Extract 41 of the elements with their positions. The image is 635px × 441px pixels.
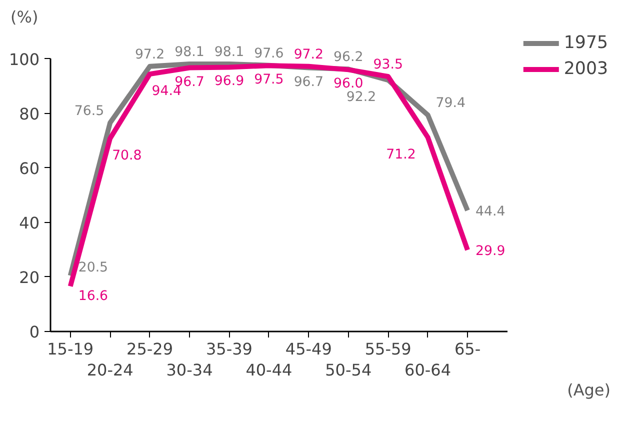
data-label: 79.4: [436, 96, 466, 111]
data-label: 96.0: [334, 76, 364, 92]
y-tick-label: 40: [19, 213, 40, 232]
x-tick-label: 20-24: [86, 360, 134, 380]
data-label: 20.5: [78, 260, 108, 276]
x-tick-label: 65-: [454, 340, 481, 358]
data-label: 97.2: [294, 47, 324, 62]
x-tick-label: 45-49: [285, 340, 332, 358]
data-label: 96.9: [214, 74, 244, 90]
data-label: 71.2: [386, 147, 416, 162]
x-tick-label: 50-54: [325, 360, 372, 380]
data-label: 29.9: [476, 244, 506, 259]
data-label: 16.6: [78, 289, 108, 304]
x-tick-label: 15-19: [47, 340, 94, 358]
x-tick-label: 40-44: [246, 360, 292, 380]
data-label: 44.4: [476, 204, 506, 220]
x-tick-label: 25-29: [126, 340, 174, 358]
data-label: 93.5: [373, 58, 403, 72]
legend-label: 1975: [564, 33, 608, 53]
legend-label: 2003: [564, 59, 608, 79]
x-axis-title: (Age): [567, 380, 611, 400]
y-tick-label: 100: [8, 50, 40, 69]
y-axis-title: (%): [10, 8, 38, 26]
data-label: 96.7: [294, 74, 324, 90]
data-label: 97.6: [254, 46, 284, 62]
y-tick-label: 80: [19, 104, 40, 124]
data-label: 76.5: [74, 104, 104, 119]
data-label: 92.2: [346, 90, 376, 106]
y-tick-label: 0: [29, 322, 40, 342]
data-label: 97.2: [134, 47, 165, 62]
data-label: 70.8: [112, 148, 142, 164]
data-label: 98.1: [174, 44, 204, 60]
data-label: 96.2: [334, 50, 364, 66]
x-tick-label: 30-34: [166, 360, 213, 380]
data-label: 98.1: [214, 44, 244, 60]
y-tick-label: 20: [19, 268, 40, 287]
data-label: 97.5: [254, 72, 284, 88]
y-tick-label: 60: [19, 158, 40, 178]
x-tick-label: 55-59: [364, 340, 412, 358]
x-tick-label: 35-39: [206, 340, 252, 358]
x-tick-label: 60-64: [404, 360, 452, 380]
